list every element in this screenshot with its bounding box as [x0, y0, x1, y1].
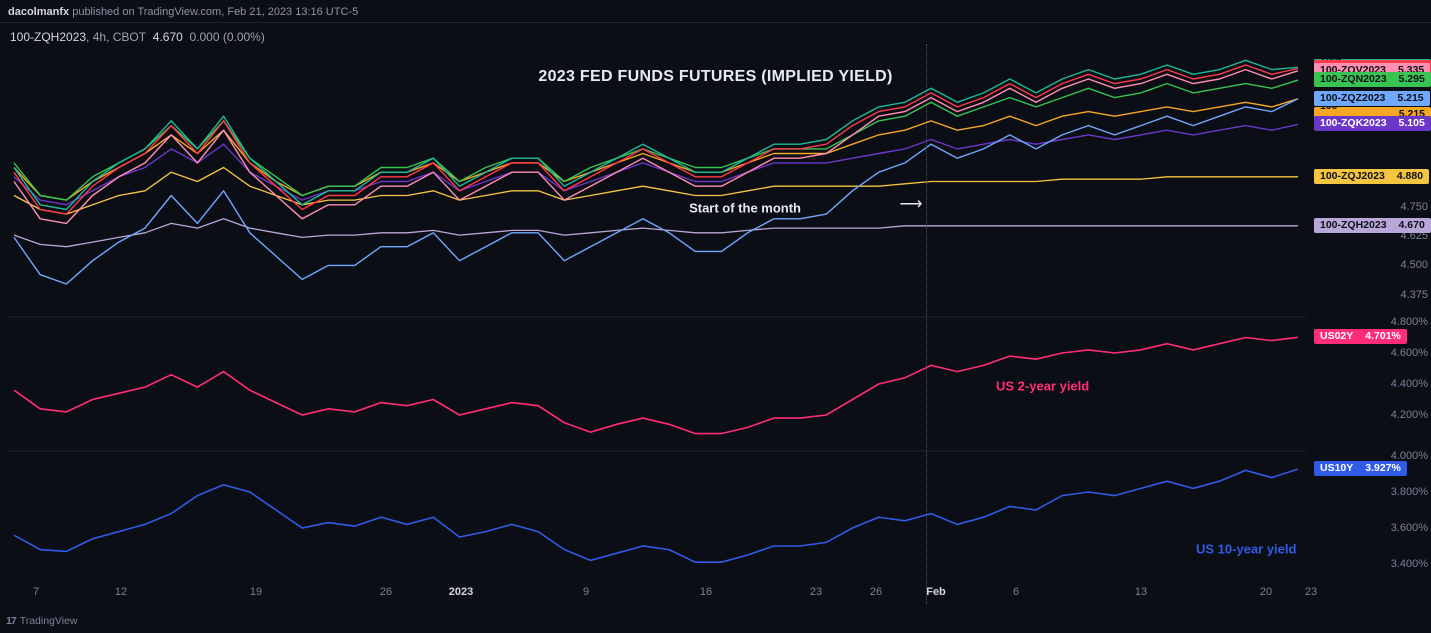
- price-badge-100-ZQJ2023: 100-ZQJ20234.880: [1314, 169, 1429, 184]
- x-tick: 9: [583, 586, 589, 598]
- start-of-month-vline: [926, 44, 927, 604]
- price-badge-100-ZQZ2023: 100-ZQZ20235.215: [1314, 91, 1430, 106]
- y-tick: 4.750: [1400, 201, 1428, 213]
- y-tick: 4.375: [1400, 289, 1428, 301]
- badge-value: 4.670: [1393, 218, 1431, 233]
- badge-value: 4.880: [1391, 169, 1429, 184]
- badge-value: 4.701%: [1359, 329, 1407, 344]
- y-tick: 3.800%: [1391, 486, 1428, 498]
- x-tick: 19: [250, 586, 262, 598]
- annot-us10y: US 10-year yield: [1196, 542, 1296, 557]
- x-tick: 26: [380, 586, 392, 598]
- divider: [0, 22, 1431, 23]
- last-price: 4.670: [153, 30, 183, 44]
- price-badge-100-ZQH2023: 100-ZQH20234.670: [1314, 218, 1431, 233]
- y-tick: 4.200%: [1391, 409, 1428, 421]
- series-100-ZQJ2023: [14, 168, 1298, 215]
- tv-logo-icon: 17: [6, 615, 16, 627]
- x-axis: 712192620239162326Feb6132023: [6, 586, 1306, 604]
- footer: 17 TradingView: [6, 615, 77, 627]
- badge-label: 100-ZQK2023: [1314, 116, 1393, 131]
- series-100-ZQM2023: [14, 99, 1298, 200]
- publish-bar: dacolmanfx published on TradingView.com,…: [8, 6, 358, 18]
- arrow-icon: ⟶: [900, 194, 923, 214]
- pub-date: Feb 21, 2023 13:16 UTC-5: [227, 6, 358, 18]
- plot-area[interactable]: Start of the month ⟶ US 2-year yield US …: [6, 44, 1306, 604]
- y-tick: 3.600%: [1391, 522, 1428, 534]
- x-tick: 7: [33, 586, 39, 598]
- badge-value: 3.927%: [1359, 461, 1407, 476]
- series-100-ZQH2023: [14, 219, 1298, 247]
- badge-label: 100-ZQJ2023: [1314, 169, 1391, 184]
- footer-text: TradingView: [20, 615, 78, 627]
- badge-value: 5.215: [1391, 91, 1429, 106]
- annot-start: Start of the month: [689, 201, 801, 216]
- badge-label: 100-ZQH2023: [1314, 218, 1393, 233]
- exchange: CBOT: [113, 30, 146, 44]
- series-100-ZQZ2023: [14, 99, 1298, 284]
- badge-label: US02Y: [1314, 329, 1359, 344]
- series-US10Y: [14, 469, 1298, 562]
- price-badge-US10Y: US10Y3.927%: [1314, 461, 1407, 476]
- pub-site: TradingView.com: [137, 6, 221, 18]
- x-tick: 13: [1135, 586, 1147, 598]
- badge-value: 5.295: [1393, 72, 1431, 87]
- y-tick: 4.600%: [1391, 347, 1428, 359]
- price-badge-100-ZQN2023: 100-ZQN20235.295: [1314, 72, 1431, 87]
- series-100-ZQV2023: [14, 70, 1298, 224]
- chart-svg: [6, 44, 1306, 604]
- symbol-row: 100-ZQH2023, 4h, CBOT 4.670 0.000 (0.00%…: [10, 30, 265, 44]
- x-tick: 12: [115, 586, 127, 598]
- annot-us2y: US 2-year yield: [996, 379, 1089, 394]
- author: dacolmanfx: [8, 6, 69, 18]
- x-tick: 23: [810, 586, 822, 598]
- price-badge-100-ZQK2023: 100-ZQK20235.105: [1314, 116, 1431, 131]
- series-100-ZQQ2023: [14, 60, 1298, 209]
- y-tick: 3.400%: [1391, 558, 1428, 570]
- series-US02Y: [14, 337, 1298, 433]
- x-tick: 23: [1305, 586, 1317, 598]
- pub-mid: published on: [72, 6, 134, 18]
- badge-value: 5.105: [1393, 116, 1431, 131]
- ticker: 100-ZQH2023: [10, 30, 86, 44]
- x-tick: 26: [870, 586, 882, 598]
- price-badge-US02Y: US02Y4.701%: [1314, 329, 1407, 344]
- y-tick: 4.500: [1400, 259, 1428, 271]
- x-tick: 2023: [449, 586, 473, 598]
- x-tick: Feb: [926, 586, 946, 598]
- badge-label: 100-ZQN2023: [1314, 72, 1393, 87]
- badge-label: 100-ZQZ2023: [1314, 91, 1391, 106]
- interval: 4h: [93, 30, 106, 44]
- series-100-ZQN2023: [14, 80, 1298, 200]
- change: 0.000 (0.00%): [189, 30, 264, 44]
- x-tick: 6: [1013, 586, 1019, 598]
- badge-label: US10Y: [1314, 461, 1359, 476]
- x-tick: 20: [1260, 586, 1272, 598]
- y-tick: 4.800%: [1391, 316, 1428, 328]
- y-tick: 4.400%: [1391, 378, 1428, 390]
- x-tick: 16: [700, 586, 712, 598]
